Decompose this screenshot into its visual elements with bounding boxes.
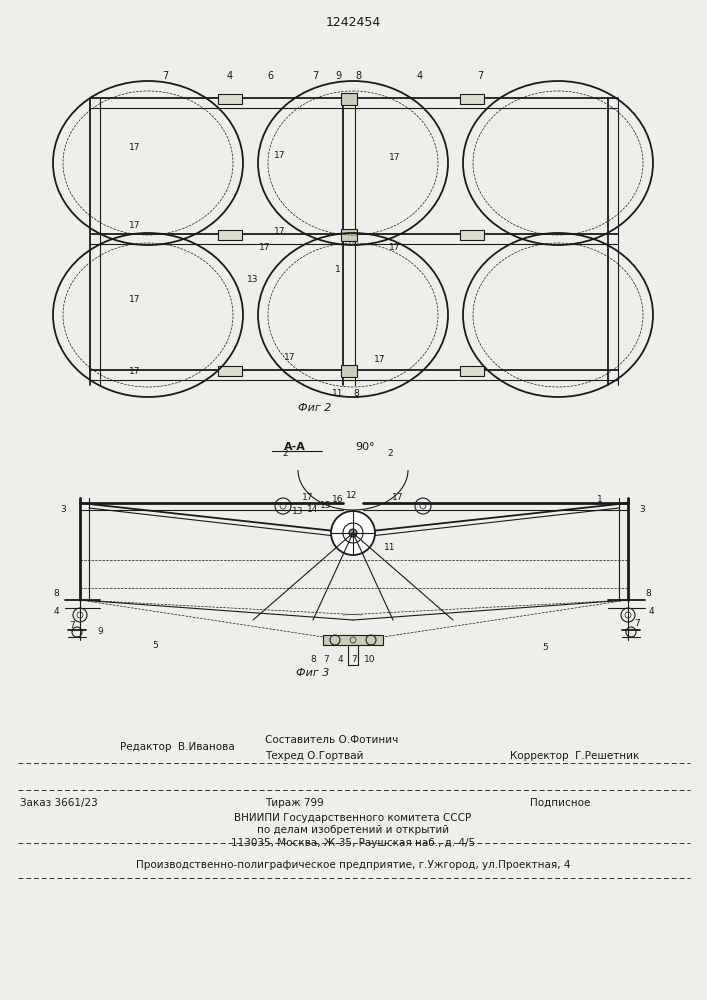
Text: Корректор  Г.Решетник: Корректор Г.Решетник (510, 751, 639, 761)
Text: 17: 17 (274, 150, 286, 159)
Text: Тираж 799: Тираж 799 (265, 798, 324, 808)
Text: 8: 8 (53, 589, 59, 598)
Text: 13: 13 (292, 508, 304, 516)
Text: 5: 5 (152, 641, 158, 650)
Bar (218, 366, 242, 376)
Text: 7: 7 (477, 71, 483, 81)
Bar (341, 93, 357, 105)
Text: 17: 17 (284, 354, 296, 362)
Text: 6: 6 (267, 71, 273, 81)
Text: по делам изобретений и открытий: по делам изобретений и открытий (257, 825, 449, 835)
Text: A-A: A-A (284, 442, 306, 452)
Text: 8: 8 (310, 656, 316, 664)
Text: 4: 4 (648, 607, 654, 616)
Text: 15: 15 (320, 500, 332, 510)
Bar (218, 230, 242, 240)
Text: Производственно-полиграфическое предприятие, г.Ужгород, ул.Проектная, 4: Производственно-полиграфическое предприя… (136, 860, 571, 870)
Text: 9: 9 (335, 71, 341, 81)
Text: 17: 17 (274, 228, 286, 236)
Text: 3: 3 (60, 506, 66, 514)
Text: 7: 7 (162, 71, 168, 81)
Text: 2: 2 (282, 448, 288, 458)
Text: 8: 8 (353, 388, 359, 397)
Text: 13: 13 (247, 275, 259, 284)
Text: 17: 17 (259, 243, 271, 252)
Bar (348, 645, 358, 665)
Text: 17: 17 (374, 356, 386, 364)
Bar (341, 229, 357, 241)
Text: 17: 17 (390, 243, 401, 252)
Circle shape (349, 529, 357, 537)
Text: 16: 16 (332, 494, 344, 504)
Text: 11: 11 (332, 388, 344, 397)
Text: 4: 4 (227, 71, 233, 81)
Text: 17: 17 (303, 493, 314, 502)
Text: 4: 4 (417, 71, 423, 81)
Text: 9: 9 (97, 628, 103, 637)
Bar (460, 230, 484, 240)
Text: 90°: 90° (355, 442, 375, 452)
Text: 17: 17 (392, 493, 404, 502)
Text: Техред О.Гортвай: Техред О.Гортвай (265, 751, 363, 761)
Bar (460, 94, 484, 104)
Bar (323, 635, 383, 645)
Text: 11: 11 (384, 544, 396, 552)
Text: 7: 7 (312, 71, 318, 81)
Text: Подписное: Подписное (530, 798, 590, 808)
Text: 7: 7 (634, 619, 640, 629)
Text: 17: 17 (129, 221, 141, 230)
Text: 17: 17 (390, 153, 401, 162)
Text: 8: 8 (645, 589, 651, 598)
Text: Редактор  В.Иванова: Редактор В.Иванова (120, 742, 235, 752)
Text: 4: 4 (53, 607, 59, 616)
Text: 12: 12 (346, 491, 358, 500)
Text: 17: 17 (129, 143, 141, 152)
Text: 2: 2 (387, 448, 393, 458)
Circle shape (331, 511, 375, 555)
Text: Фиг 3: Фиг 3 (296, 668, 329, 678)
Text: 5: 5 (542, 644, 548, 652)
Text: ВНИИПИ Государственного комитета СССР: ВНИИПИ Государственного комитета СССР (235, 813, 472, 823)
Text: 3: 3 (639, 506, 645, 514)
Text: 14: 14 (308, 504, 319, 514)
Bar (341, 365, 357, 377)
Text: 1: 1 (335, 265, 341, 274)
Text: 8: 8 (355, 71, 361, 81)
Bar (460, 366, 484, 376)
Text: Заказ 3661/23: Заказ 3661/23 (20, 798, 98, 808)
Text: Фиг 2: Фиг 2 (298, 403, 332, 413)
Text: 10: 10 (364, 656, 375, 664)
Text: 17: 17 (129, 296, 141, 304)
Text: 7: 7 (323, 656, 329, 664)
Text: Составитель О.Фотинич: Составитель О.Фотинич (265, 735, 398, 745)
Text: 1242454: 1242454 (325, 15, 380, 28)
Bar (218, 94, 242, 104)
Text: 1: 1 (597, 495, 603, 504)
Text: 4: 4 (337, 656, 343, 664)
Text: 17: 17 (129, 367, 141, 376)
Text: 7: 7 (351, 656, 357, 664)
Text: 7: 7 (69, 620, 75, 630)
Text: 113035, Москва, Ж-35, Раушская наб., д. 4/5: 113035, Москва, Ж-35, Раушская наб., д. … (231, 838, 475, 848)
